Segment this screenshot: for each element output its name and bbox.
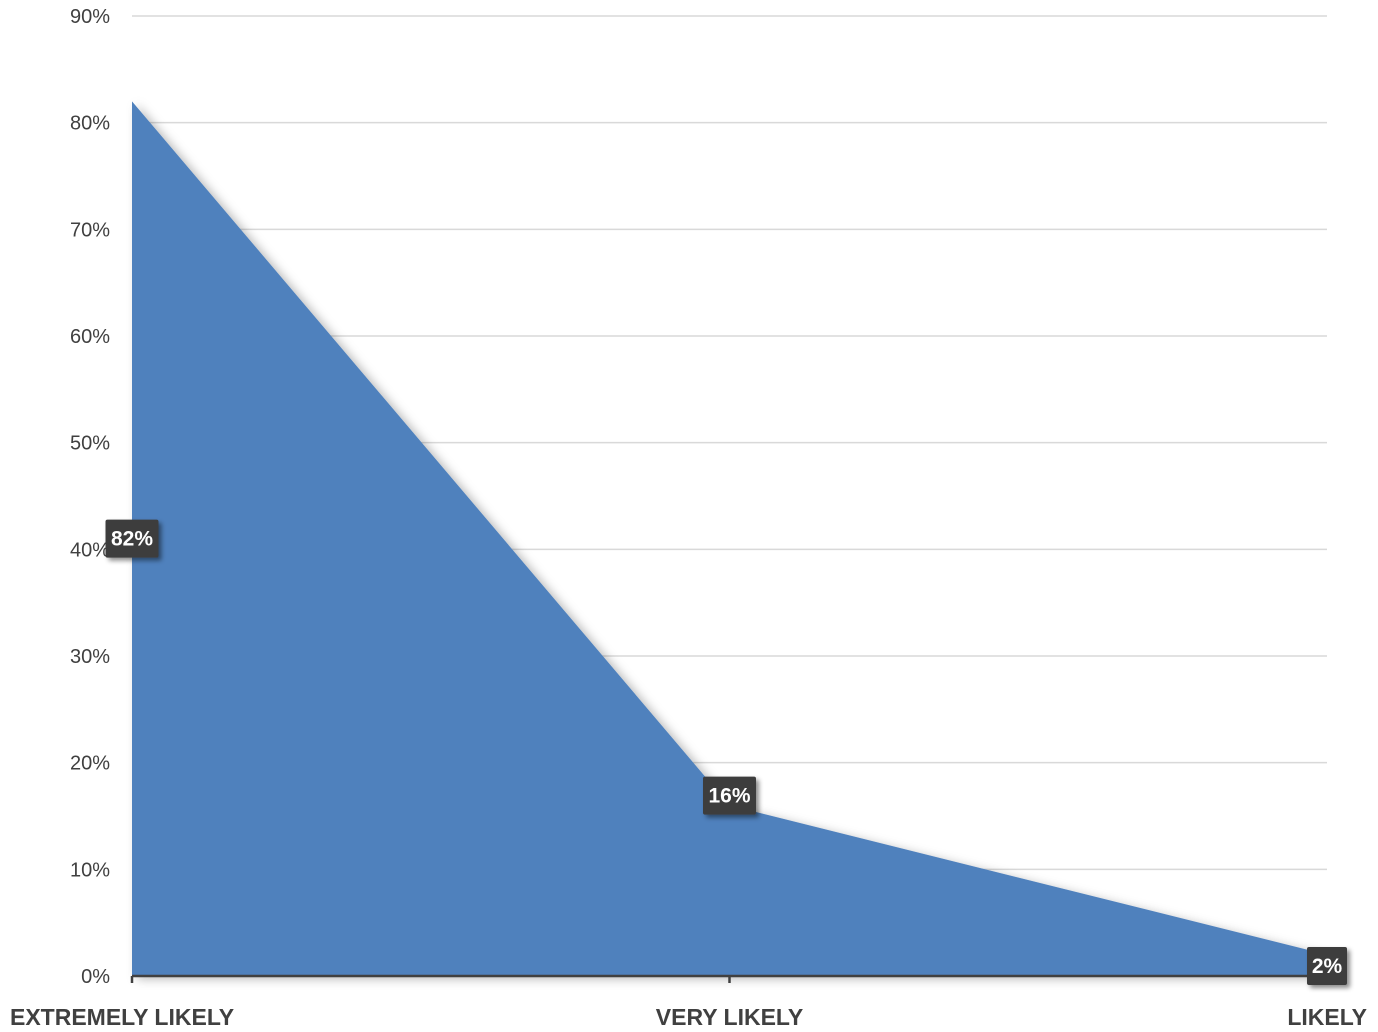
y-tick-label: 30% <box>70 646 110 668</box>
data-label: 82% <box>105 519 159 558</box>
y-tick-label: 80% <box>70 113 110 135</box>
x-tick-label: EXTREMELY LIKELY <box>10 1004 234 1030</box>
area-fill <box>132 101 1327 977</box>
data-labels: 82% 16% 2% <box>105 519 1347 985</box>
data-label-text: 82% <box>111 528 153 551</box>
x-tick-label: LIKELY <box>1287 1004 1367 1030</box>
data-label: 16% <box>703 776 756 815</box>
y-tick-label: 0% <box>81 966 110 988</box>
y-tick-label: 90% <box>70 6 110 28</box>
y-tick-label: 20% <box>70 753 110 775</box>
y-tick-label: 50% <box>70 433 110 455</box>
data-label-box <box>703 776 756 815</box>
y-tick-label: 40% <box>70 539 110 561</box>
data-label-text: 2% <box>1312 955 1343 978</box>
x-axis-tick-labels: EXTREMELY LIKELY VERY LIKELY LIKELY <box>10 1004 1367 1030</box>
y-tick-label: 10% <box>70 859 110 881</box>
data-label-box <box>1307 947 1347 985</box>
data-label-box <box>105 519 159 558</box>
x-tick-label: VERY LIKELY <box>656 1004 803 1030</box>
y-axis-tick-labels: 0% 10% 20% 30% 40% 50% 60% 70% 80% 90% <box>70 6 110 988</box>
data-label: 2% <box>1307 947 1347 985</box>
area-series <box>132 101 1327 977</box>
y-tick-label: 70% <box>70 219 110 241</box>
data-label-text: 16% <box>708 785 750 808</box>
x-axis <box>130 974 1329 983</box>
y-tick-label: 60% <box>70 326 110 348</box>
